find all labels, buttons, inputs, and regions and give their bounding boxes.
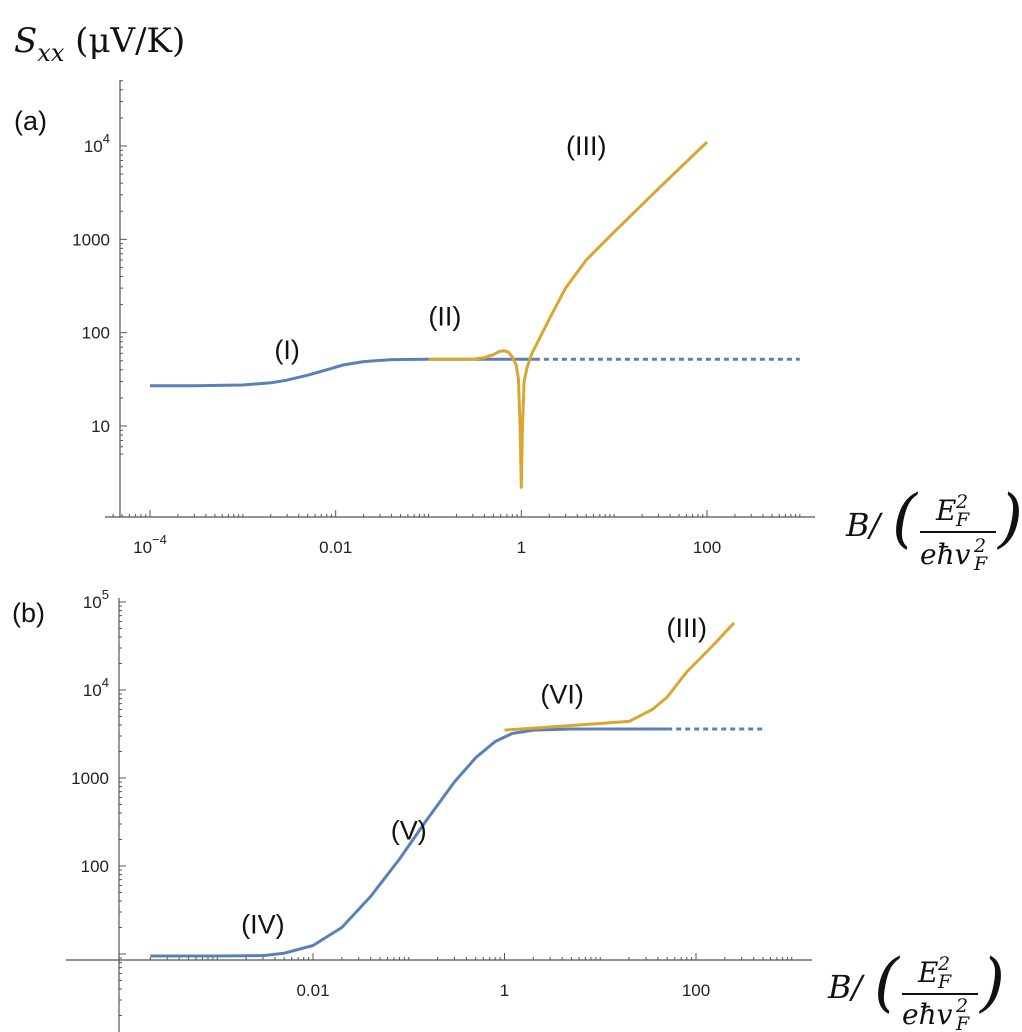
x-axis-label-b: B/ ( E 2 F eħv 2 F ) bbox=[827, 946, 1005, 1032]
y-tick-label: 1000 bbox=[72, 230, 110, 249]
region-label: (V) bbox=[391, 816, 427, 846]
panel-label: (b) bbox=[12, 598, 45, 628]
svg-text:(: ( bbox=[874, 946, 901, 1020]
region-label: (III) bbox=[666, 613, 707, 643]
region-label: (I) bbox=[274, 335, 299, 365]
region-label: (II) bbox=[428, 301, 461, 331]
svg-text:B/: B/ bbox=[845, 506, 884, 544]
y-tick-label: 1000 bbox=[71, 769, 109, 788]
series-line-gold-solid bbox=[428, 141, 709, 489]
svg-text:F: F bbox=[955, 1013, 970, 1032]
region-label: (III) bbox=[566, 131, 607, 161]
panel-b: 0.01 1 100 100 1000 104 105 (IV) (V) (VI) (III) (b) bbox=[12, 587, 812, 1032]
svg-text:E: E bbox=[917, 956, 938, 989]
svg-text:): ) bbox=[996, 482, 1022, 556]
x-tick-label: 100 bbox=[693, 538, 721, 557]
y-tick-label: 100 bbox=[82, 324, 110, 343]
series-line-blue-solid bbox=[150, 727, 668, 958]
y-tick-label: 104 bbox=[83, 675, 109, 700]
svg-text:2: 2 bbox=[955, 995, 968, 1017]
svg-text:(: ( bbox=[892, 482, 919, 556]
x-tick-label: 100 bbox=[682, 981, 710, 1000]
region-label: (VI) bbox=[540, 680, 584, 710]
region-label: (IV) bbox=[241, 910, 285, 940]
y-tick-label: 10 bbox=[91, 417, 110, 436]
series-line-blue-solid bbox=[150, 357, 535, 388]
y-tick-label: 100 bbox=[81, 857, 109, 876]
svg-text:F: F bbox=[937, 971, 952, 993]
svg-text:): ) bbox=[978, 946, 1005, 1020]
svg-text:F: F bbox=[973, 553, 988, 575]
x-axis-label-a: B/ ( E 2 F eħv 2 F ) bbox=[845, 482, 1022, 575]
svg-text:eħv: eħv bbox=[902, 998, 953, 1031]
svg-text:B/: B/ bbox=[827, 968, 866, 1006]
svg-text:eħv: eħv bbox=[920, 538, 971, 571]
x-tick-label: 1 bbox=[517, 538, 526, 557]
svg-text:2: 2 bbox=[937, 953, 950, 975]
x-tick-label: 1 bbox=[500, 981, 509, 1000]
svg-text:E: E bbox=[935, 494, 956, 527]
svg-text:F: F bbox=[955, 509, 970, 531]
svg-text:2: 2 bbox=[955, 491, 968, 513]
panel-label: (a) bbox=[14, 106, 47, 136]
x-tick-label: 0.01 bbox=[319, 538, 352, 557]
svg-text:2: 2 bbox=[973, 535, 986, 557]
y-axis-label: Sxx (μV/K) bbox=[14, 21, 185, 67]
x-tick-label: 0.01 bbox=[296, 981, 329, 1000]
y-tick-label: 105 bbox=[83, 587, 109, 612]
series-line-gold-solid bbox=[504, 621, 736, 732]
panel-a: 10−4 0.01 1 100 10 100 1000 104 (I) (II) (III) (a) bbox=[14, 80, 815, 557]
x-tick-label: 10−4 bbox=[133, 532, 167, 557]
y-tick-label: 104 bbox=[84, 131, 110, 156]
